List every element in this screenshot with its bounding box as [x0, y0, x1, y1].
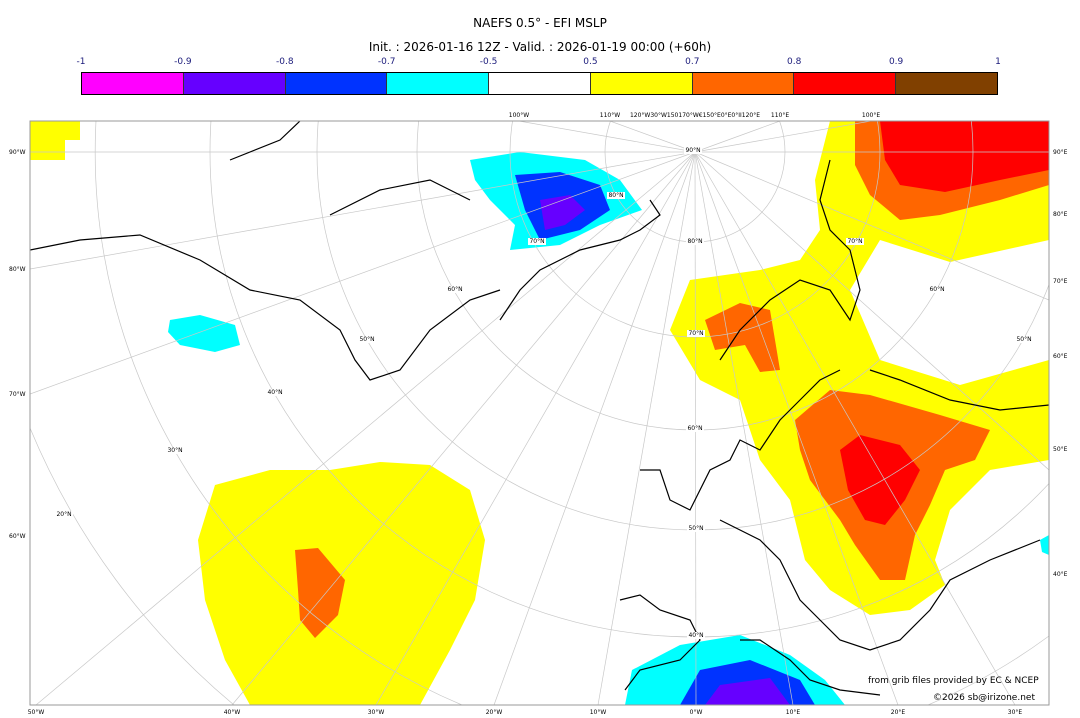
label-background — [687, 632, 705, 639]
chart-title: NAEFS 0.5° - EFI MSLP — [473, 16, 607, 30]
map-label: 60°W — [9, 533, 26, 540]
label-background — [686, 238, 704, 245]
map-label: 70°N — [847, 238, 862, 245]
map-label: 70°N — [529, 238, 544, 245]
map-label: 120°W30°W150170°W€150°E0°E0°II120°E — [630, 112, 760, 119]
red-region-russia — [880, 121, 1049, 192]
colorbar-tick: -0.5 — [479, 57, 498, 67]
colorbar-swatch — [285, 73, 388, 94]
colorbar-swatch — [794, 73, 897, 94]
colorbar-tick: 0.7 — [685, 57, 700, 67]
label-background — [607, 192, 625, 199]
colorbar-swatch — [590, 73, 693, 94]
label-background — [684, 147, 702, 154]
source-credit: from grib files provided by EC & NCEP — [868, 676, 1039, 686]
map-label: 80°N — [608, 192, 623, 199]
colorbar-tick: 0.8 — [787, 57, 802, 67]
colorbar — [81, 72, 998, 95]
map-label: 30°N — [167, 447, 182, 454]
map-label: 20°N — [56, 511, 71, 518]
label-background — [266, 389, 284, 396]
label-background — [166, 447, 184, 454]
map-label: 10°W — [590, 709, 607, 716]
copyright: ©2026 sb@irizone.net — [933, 693, 1035, 703]
map-label: 0°W — [690, 709, 703, 716]
yellow-region-nw — [30, 121, 80, 160]
map-label: 20°E — [891, 709, 906, 716]
label-background — [928, 286, 946, 293]
map-label: 110°W — [600, 112, 620, 119]
map-label: 70°W — [9, 391, 26, 398]
map-frame — [29, 120, 1050, 706]
map-label: 100°E — [862, 112, 880, 119]
map-label: 80°W — [9, 266, 26, 273]
label-background — [446, 286, 464, 293]
map-label: 90°N — [685, 147, 700, 154]
colorbar-tick: 0.9 — [888, 57, 904, 67]
colorbar-swatch — [896, 73, 998, 94]
colorbar-swatch — [692, 73, 795, 94]
red-region-central-europe — [840, 435, 920, 525]
map-label: 40°N — [267, 389, 282, 396]
colorbar-tick: -1 — [76, 57, 86, 67]
map-label: 90°W — [9, 149, 26, 156]
map-label: 40°W — [224, 709, 241, 716]
colorbar-tick: -0.7 — [377, 57, 396, 67]
label-background — [528, 238, 546, 245]
map-label: 10°E — [786, 709, 801, 716]
map-label: 20°W — [486, 709, 503, 716]
orange-region-scandinavia — [705, 303, 780, 372]
map-label: 60°N — [687, 425, 702, 432]
map-label: 70°E — [1053, 278, 1068, 285]
yellow-region-europe — [670, 121, 1049, 615]
coastlines — [30, 121, 1049, 696]
label-background — [846, 238, 864, 245]
cyan-region-east — [1040, 535, 1049, 555]
colorbar-swatch — [387, 73, 490, 94]
purple-region-med — [705, 678, 790, 705]
map-label: 50°N — [359, 336, 374, 343]
efi-shading — [30, 121, 1049, 705]
map-label: 50°N — [1016, 336, 1031, 343]
map-label: 90°E — [1053, 149, 1068, 156]
map-label: 50°E — [1053, 446, 1068, 453]
map-label: 110°E — [771, 112, 789, 119]
label-background — [1015, 336, 1033, 343]
map-label: 70°N — [688, 330, 703, 337]
label-background — [55, 511, 73, 518]
map-label: 40°N — [688, 632, 703, 639]
colorbar-tick: -0.8 — [275, 57, 294, 67]
chart-subtitle: Init. : 2026-01-16 12Z - Valid. : 2026-0… — [368, 40, 712, 54]
colorbar-swatch — [82, 73, 184, 94]
colorbar-tick: 0.5 — [583, 57, 598, 67]
map-label: 60°N — [447, 286, 462, 293]
map-label: 80°N — [687, 238, 702, 245]
colorbar-swatch — [489, 73, 591, 94]
colorbar-tick: 1 — [995, 57, 1001, 67]
cyan-region-baffin — [168, 315, 240, 352]
map-label: 80°E — [1053, 211, 1068, 218]
label-background — [686, 425, 704, 432]
label-background — [687, 525, 705, 532]
colorbar-swatch — [183, 73, 286, 94]
map-label: 50°N — [688, 525, 703, 532]
label-background — [358, 336, 376, 343]
map-label: 30°W — [368, 709, 385, 716]
map-label: 60°N — [929, 286, 944, 293]
map-label: 30°E — [1008, 709, 1023, 716]
map-label: 50°W — [28, 709, 45, 716]
purple-region-greenland — [540, 195, 585, 230]
colorbar-tick: -0.9 — [174, 57, 192, 67]
orange-region-atlantic — [295, 548, 345, 638]
map-label: 60°E — [1053, 353, 1068, 360]
map-labels: 90°W 80°W 70°W 60°W 90°E 80°E 70°E 60°E 50°E 40°E… — [9, 112, 1068, 716]
map-label: 40°E — [1053, 571, 1068, 578]
label-background — [687, 330, 705, 337]
map-label: 100°W — [509, 112, 529, 119]
